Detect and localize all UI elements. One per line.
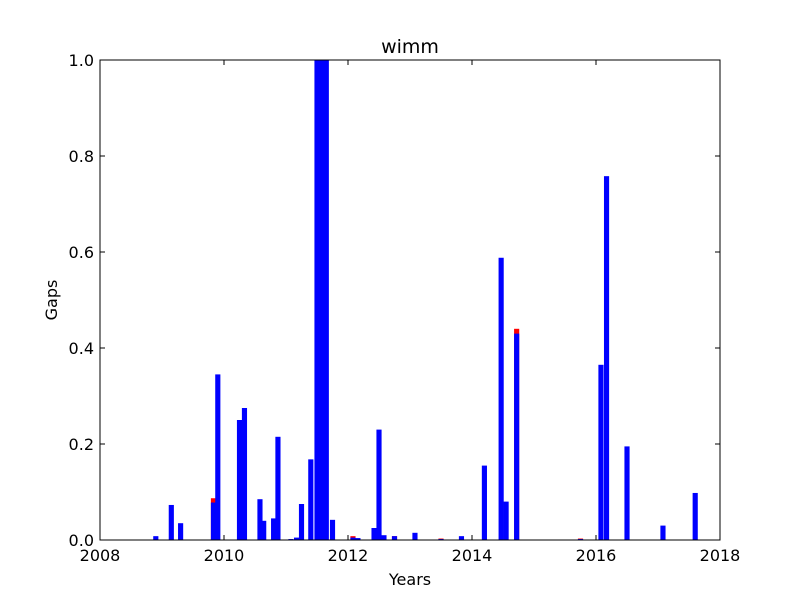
y-axis-label: Gaps bbox=[42, 280, 61, 321]
blue-bar bbox=[236, 420, 243, 540]
y-tick-label: 0.8 bbox=[69, 147, 94, 166]
y-tick-label: 0.6 bbox=[69, 243, 94, 262]
plot-area bbox=[100, 60, 720, 540]
blue-bar bbox=[178, 523, 184, 540]
blue-bar bbox=[376, 429, 382, 540]
blue-bar bbox=[261, 520, 267, 540]
blue-bar bbox=[293, 537, 300, 540]
blue-bar bbox=[215, 374, 221, 540]
blue-bar bbox=[275, 436, 281, 540]
blue-bar bbox=[371, 528, 377, 540]
blue-bar bbox=[355, 538, 361, 540]
blue-bar bbox=[329, 519, 336, 540]
y-tick-label: 0.4 bbox=[69, 339, 94, 358]
blue-bar bbox=[481, 465, 487, 540]
plot-frame bbox=[99, 59, 721, 541]
blue-bar bbox=[257, 499, 263, 540]
blue-bar bbox=[319, 60, 325, 540]
blue-bar bbox=[308, 459, 314, 540]
blue-bar bbox=[391, 536, 398, 540]
x-axis-label: Years bbox=[388, 570, 431, 589]
x-tick-label: 2012 bbox=[328, 546, 369, 565]
blue-bar bbox=[168, 504, 174, 540]
x-tick-label: 2014 bbox=[452, 546, 493, 565]
blue-bar bbox=[624, 446, 630, 540]
blue-bar bbox=[314, 60, 320, 540]
blue-bar bbox=[514, 333, 520, 540]
blue-bar bbox=[498, 257, 504, 540]
blue-bar bbox=[412, 532, 418, 540]
x-tick-label: 2010 bbox=[204, 546, 245, 565]
blue-bar bbox=[271, 518, 277, 540]
blue-bar bbox=[210, 502, 217, 540]
blue-bar bbox=[298, 504, 305, 540]
chart-title: wimm bbox=[381, 36, 439, 58]
blue-bar bbox=[241, 408, 248, 540]
blue-bar bbox=[381, 535, 387, 540]
x-tick-label: 2016 bbox=[576, 546, 617, 565]
bars-group bbox=[153, 60, 698, 540]
blue-bar bbox=[660, 525, 666, 540]
blue-bar bbox=[603, 176, 610, 540]
blue-bar bbox=[458, 536, 465, 540]
blue-bar bbox=[503, 501, 509, 540]
x-tick-label: 2008 bbox=[80, 546, 121, 565]
y-tick-label: 0.2 bbox=[69, 435, 94, 454]
y-tick-label: 0.0 bbox=[69, 531, 94, 550]
blue-bar bbox=[153, 536, 159, 540]
ticks-group: 2008 2010 2012 2014 2016 2018 0.0 0.2 0.4 0.6 0.8 1… bbox=[69, 51, 741, 565]
blue-bar bbox=[692, 492, 698, 540]
blue-bar bbox=[598, 364, 604, 540]
blue-bar bbox=[323, 60, 329, 540]
x-tick-label: 2018 bbox=[700, 546, 741, 565]
blue-bar bbox=[350, 537, 356, 540]
y-tick-label: 1.0 bbox=[69, 51, 94, 70]
